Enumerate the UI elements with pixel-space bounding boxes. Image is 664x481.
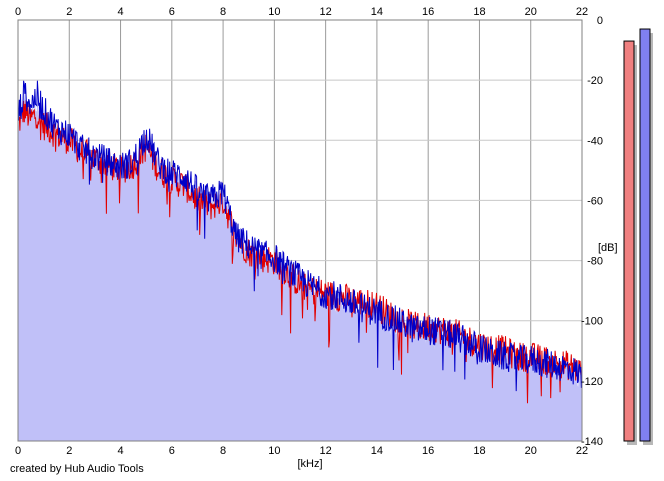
credit-text: created by Hub Audio Tools [10,463,144,475]
x-tick-bottom-2: 4 [117,445,123,457]
x-tick-bottom-1: 2 [66,445,72,457]
x-tick-bottom-3: 6 [169,445,175,457]
x-tick-top-10: 20 [525,6,537,18]
x-tick-bottom-10: 20 [525,445,537,457]
y-tick-2: -40 [587,135,603,147]
spectrum-fill-area [18,86,582,441]
x-tick-top-1: 2 [66,6,72,18]
y-tick-1: -20 [587,75,603,87]
plot-border [17,19,583,442]
y-tick-labels: 0 -20 -40 -60 -80 -100 -120 -140 [581,15,603,448]
x-tick-top-11: 22 [576,6,588,18]
y-tick-7: -140 [581,436,603,448]
x-tick-top-4: 8 [220,6,226,18]
x-tick-top-2: 4 [117,6,123,18]
x-tick-top-7: 14 [371,6,383,18]
spectrum-series [17,80,583,404]
y-tick-0: 0 [597,15,603,27]
x-tick-top-6: 12 [320,6,332,18]
x-tick-bottom-5: 10 [268,445,280,457]
fill-area-path [18,86,582,441]
x-axis-unit: [kHz] [297,458,322,470]
x-tick-top-5: 10 [268,6,280,18]
y-axis-unit: [dB] [598,242,618,254]
y-tick-4: -80 [587,256,603,268]
y-tick-6: -120 [581,376,603,388]
x-tick-bottom-9: 18 [473,445,485,457]
x-tick-bottom-11: 22 [576,445,588,457]
x-tick-bottom-8: 16 [422,445,434,457]
x-tick-top-9: 18 [473,6,485,18]
x-tick-top-0: 0 [15,6,21,18]
x-tick-bottom-6: 12 [320,445,332,457]
y-tick-3: -60 [587,195,603,207]
meter-bar-0 [623,40,635,442]
series-line-1 [17,80,583,392]
level-meters [623,28,653,446]
x-tick-top-8: 16 [422,6,434,18]
meter-bar-1 [639,28,651,442]
x-tick-bottom-4: 8 [220,445,226,457]
y-tick-5: -100 [581,316,603,328]
x-tick-top-3: 6 [169,6,175,18]
x-tick-bottom-7: 14 [371,445,383,457]
x-tick-bottom-0: 0 [15,445,21,457]
